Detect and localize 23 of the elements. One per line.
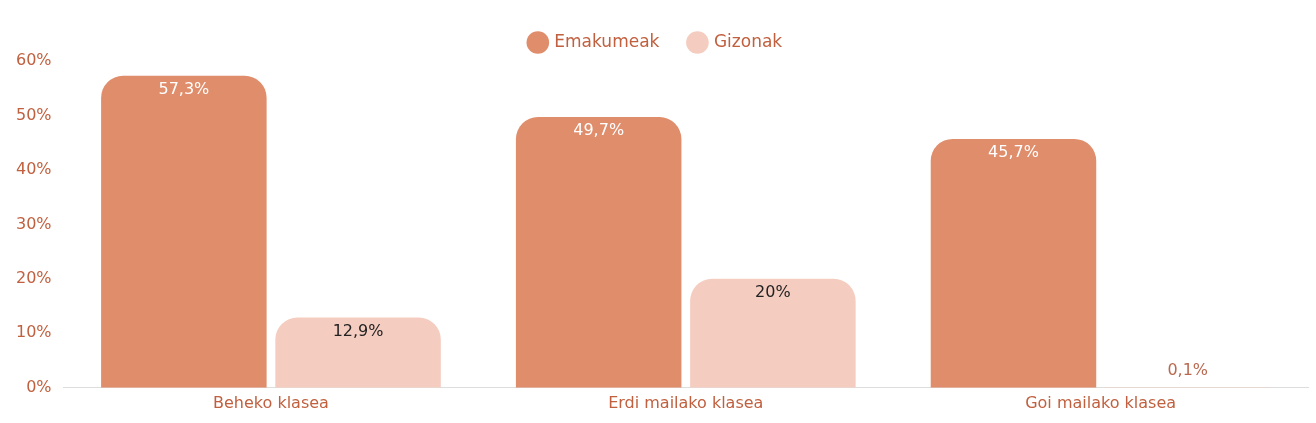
- y-tick-label: 20%: [16, 268, 52, 288]
- bar: [930, 138, 1097, 388]
- x-tick-label: Goi mailako klasea: [1025, 392, 1177, 412]
- y-tick-label: 30%: [16, 213, 52, 233]
- x-tick-label: Beheko klasea: [213, 392, 329, 412]
- legend-label: Emakumeak: [554, 30, 660, 51]
- data-label: 49,7%: [573, 120, 625, 140]
- legend-label: Gizonak: [713, 30, 783, 51]
- bar: [515, 117, 682, 388]
- bar: [101, 75, 267, 388]
- y-tick-label: 60%: [16, 50, 52, 70]
- x-tick-label: Erdi mailako klasea: [608, 392, 764, 412]
- y-tick-label: 10%: [16, 322, 52, 342]
- y-tick-label: 50%: [16, 104, 52, 124]
- y-tick-label: 0%: [26, 376, 52, 396]
- data-label: 20%: [755, 282, 791, 302]
- data-label: 0,1%: [1167, 360, 1209, 380]
- data-label: 57,3%: [158, 78, 210, 98]
- data-label: 45,7%: [988, 142, 1039, 162]
- bar: [275, 317, 441, 388]
- bar: [690, 278, 856, 388]
- y-tick-label: 40%: [16, 159, 52, 179]
- data-label: 12,9%: [332, 320, 384, 340]
